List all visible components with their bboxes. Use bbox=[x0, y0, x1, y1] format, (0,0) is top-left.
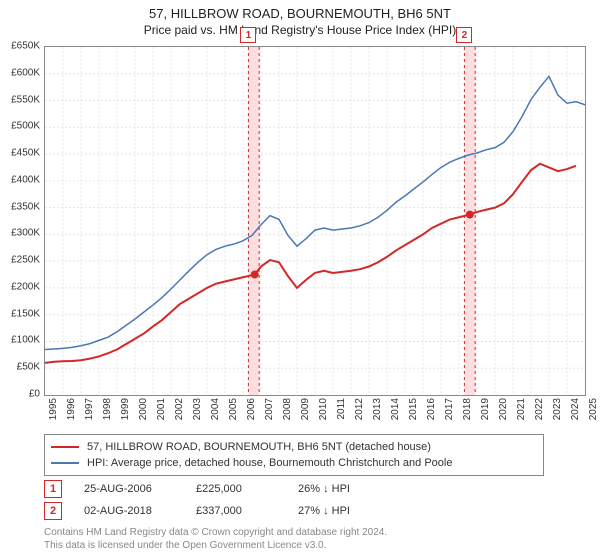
x-tick-label: 2014 bbox=[390, 398, 401, 420]
chart-marker-1: 1 bbox=[240, 27, 256, 43]
chart-container: 57, HILLBROW ROAD, BOURNEMOUTH, BH6 5NT … bbox=[0, 0, 600, 560]
sale-delta-2: 27% ↓ HPI bbox=[298, 505, 388, 517]
sale-delta-1-suffix: HPI bbox=[332, 483, 350, 495]
sale-delta-2-suffix: HPI bbox=[332, 505, 350, 517]
y-tick-label: £600K bbox=[11, 67, 40, 78]
y-tick-label: £0 bbox=[29, 389, 40, 400]
y-tick-label: £350K bbox=[11, 201, 40, 212]
x-tick-label: 2018 bbox=[462, 398, 473, 420]
y-tick-label: £500K bbox=[11, 121, 40, 132]
x-axis-labels: 1995 1996 1997 1998 1999 2000 2001 2002 2003 2004… bbox=[44, 396, 584, 430]
x-tick-label: 2013 bbox=[372, 398, 383, 420]
x-tick-label: 2002 bbox=[174, 398, 185, 420]
x-tick-label: 1998 bbox=[102, 398, 113, 420]
legend-box: 57, HILLBROW ROAD, BOURNEMOUTH, BH6 5NT … bbox=[44, 434, 544, 476]
legend-row-1: 57, HILLBROW ROAD, BOURNEMOUTH, BH6 5NT … bbox=[51, 439, 537, 455]
x-tick-label: 1997 bbox=[84, 398, 95, 420]
y-tick-label: £150K bbox=[11, 308, 40, 319]
sale-marker-2: 2 bbox=[44, 502, 62, 520]
title-main: 57, HILLBROW ROAD, BOURNEMOUTH, BH6 5NT bbox=[0, 6, 600, 21]
footer-attribution: Contains HM Land Registry data © Crown c… bbox=[44, 526, 387, 552]
x-tick-label: 2022 bbox=[534, 398, 545, 420]
footer-line-2: This data is licensed under the Open Gov… bbox=[44, 539, 387, 552]
down-arrow-icon: ↓ bbox=[323, 483, 329, 495]
footer-line-1: Contains HM Land Registry data © Crown c… bbox=[44, 526, 387, 539]
sale-delta-2-pct: 27% bbox=[298, 505, 320, 517]
legend-swatch-2 bbox=[51, 462, 79, 464]
sales-row-2: 2 02-AUG-2018 £337,000 27% ↓ HPI bbox=[44, 500, 388, 522]
legend-swatch-1 bbox=[51, 446, 79, 448]
sale-price-1: £225,000 bbox=[196, 483, 276, 495]
y-tick-label: £100K bbox=[11, 335, 40, 346]
title-block: 57, HILLBROW ROAD, BOURNEMOUTH, BH6 5NT … bbox=[0, 0, 600, 37]
x-tick-label: 2024 bbox=[570, 398, 581, 420]
sale-marker-1-text: 1 bbox=[50, 483, 56, 495]
y-tick-label: £450K bbox=[11, 148, 40, 159]
x-tick-label: 2004 bbox=[210, 398, 221, 420]
chart-marker-2: 2 bbox=[456, 27, 472, 43]
chart-plot-area: 12 bbox=[44, 46, 586, 396]
x-tick-label: 2007 bbox=[264, 398, 275, 420]
y-tick-label: £200K bbox=[11, 281, 40, 292]
sales-row-1: 1 25-AUG-2006 £225,000 26% ↓ HPI bbox=[44, 478, 388, 500]
y-tick-label: £250K bbox=[11, 255, 40, 266]
x-tick-label: 2011 bbox=[336, 398, 347, 420]
x-tick-label: 2005 bbox=[228, 398, 239, 420]
x-tick-label: 2016 bbox=[426, 398, 437, 420]
sale-marker-2-text: 2 bbox=[50, 505, 56, 517]
sale-delta-1: 26% ↓ HPI bbox=[298, 483, 388, 495]
y-tick-label: £550K bbox=[11, 94, 40, 105]
x-tick-label: 1995 bbox=[48, 398, 59, 420]
x-tick-label: 2008 bbox=[282, 398, 293, 420]
sale-date-2: 02-AUG-2018 bbox=[84, 505, 174, 517]
sale-delta-1-pct: 26% bbox=[298, 483, 320, 495]
sales-table: 1 25-AUG-2006 £225,000 26% ↓ HPI 2 02-AU… bbox=[44, 478, 388, 522]
x-tick-label: 2025 bbox=[588, 398, 599, 420]
x-tick-label: 2021 bbox=[516, 398, 527, 420]
sale-marker-1: 1 bbox=[44, 480, 62, 498]
title-sub: Price paid vs. HM Land Registry's House … bbox=[0, 23, 600, 37]
x-tick-label: 2012 bbox=[354, 398, 365, 420]
chart-svg bbox=[45, 47, 585, 395]
legend-row-2: HPI: Average price, detached house, Bour… bbox=[51, 455, 537, 471]
x-tick-label: 1999 bbox=[120, 398, 131, 420]
legend-label-2: HPI: Average price, detached house, Bour… bbox=[87, 457, 452, 469]
x-tick-label: 2003 bbox=[192, 398, 203, 420]
x-tick-label: 2010 bbox=[318, 398, 329, 420]
sale-date-1: 25-AUG-2006 bbox=[84, 483, 174, 495]
y-tick-label: £400K bbox=[11, 174, 40, 185]
x-tick-label: 2023 bbox=[552, 398, 563, 420]
x-tick-label: 1996 bbox=[66, 398, 77, 420]
sale-price-2: £337,000 bbox=[196, 505, 276, 517]
x-tick-label: 2019 bbox=[480, 398, 491, 420]
x-tick-label: 2001 bbox=[156, 398, 167, 420]
y-axis-labels: £0£50K£100K£150K£200K£250K£300K£350K£400… bbox=[0, 46, 42, 394]
legend-label-1: 57, HILLBROW ROAD, BOURNEMOUTH, BH6 5NT … bbox=[87, 441, 431, 453]
x-tick-label: 2000 bbox=[138, 398, 149, 420]
x-tick-label: 2015 bbox=[408, 398, 419, 420]
y-tick-label: £50K bbox=[17, 362, 40, 373]
x-tick-label: 2020 bbox=[498, 398, 509, 420]
x-tick-label: 2006 bbox=[246, 398, 257, 420]
y-tick-label: £300K bbox=[11, 228, 40, 239]
x-tick-label: 2017 bbox=[444, 398, 455, 420]
y-tick-label: £650K bbox=[11, 41, 40, 52]
x-tick-label: 2009 bbox=[300, 398, 311, 420]
down-arrow-icon: ↓ bbox=[323, 505, 329, 517]
